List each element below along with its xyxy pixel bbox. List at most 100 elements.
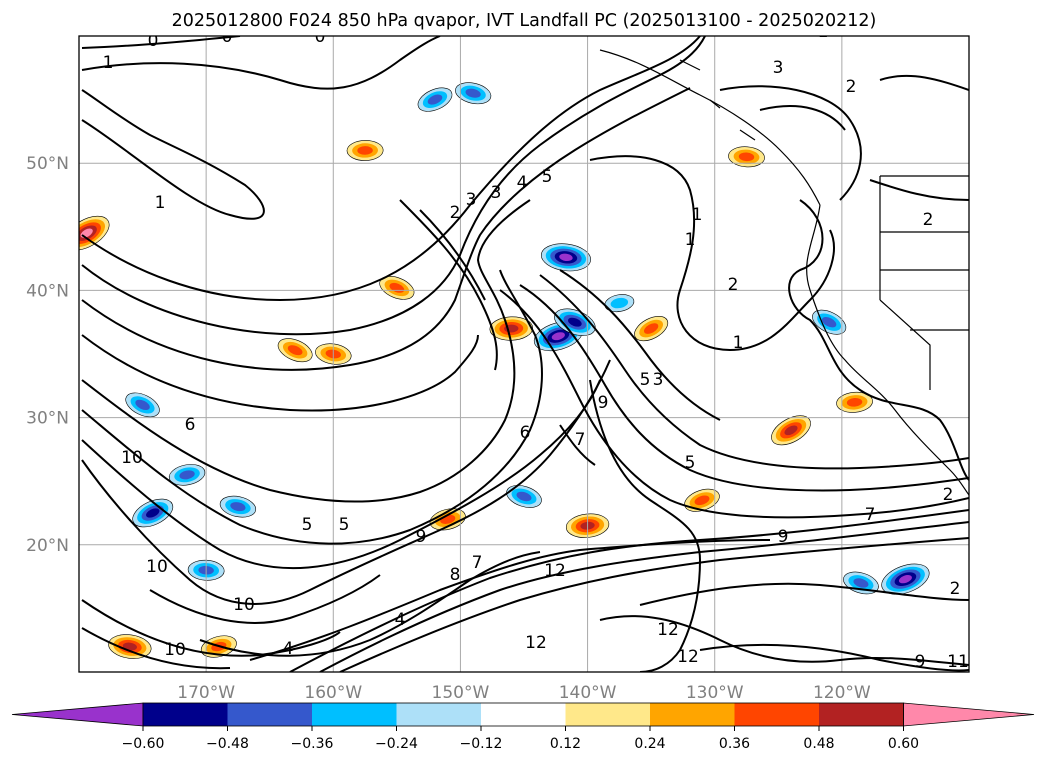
lon-tick-label: 150°W: [432, 683, 490, 703]
contour-line: [699, 643, 969, 672]
contour-label: 5: [542, 167, 553, 187]
shaded-anomaly: [277, 338, 313, 363]
lon-tick-label: 170°W: [177, 683, 235, 703]
contour-line: [81, 599, 341, 657]
contour-label: 6: [520, 423, 531, 443]
shade-band: [846, 397, 863, 407]
shade-band: [287, 345, 303, 356]
shaded-anomaly: [132, 498, 174, 528]
shaded-anomaly: [684, 488, 720, 512]
contour-label: 1: [733, 333, 744, 353]
colorbar-segment: [734, 703, 819, 726]
contour-label: 5: [640, 370, 651, 390]
contour-line: [81, 379, 601, 570]
contour-line: [319, 521, 969, 672]
contour-label: 6: [185, 415, 196, 435]
contour-line: [559, 269, 721, 421]
contour-label: 9: [416, 527, 427, 547]
lon-tick-label: 130°W: [686, 683, 744, 703]
colorbar-segment: [143, 703, 228, 726]
contour-line: [559, 424, 596, 466]
contour-line: [81, 89, 265, 220]
colorbar: −0.60 −0.48 −0.36 −0.24 −0.12 0.12 0.24 0.36 0.4…: [11, 702, 1035, 752]
contour-label: 10: [121, 448, 143, 468]
contour-line: [539, 274, 969, 470]
shaded-anomaly: [219, 495, 257, 518]
contour-line: [499, 289, 969, 519]
contour-label: 1: [685, 230, 696, 250]
contour-label: 5: [339, 515, 350, 535]
contour-label: 9: [915, 652, 926, 672]
contour-line: [81, 199, 531, 503]
contour-line: [589, 379, 702, 672]
colorbar-extend-high: [903, 702, 1035, 727]
colorbar-tick-label: −0.24: [375, 736, 418, 752]
contour-label: 10: [233, 595, 255, 615]
colorbar-segment: [481, 703, 566, 726]
contour-label: 4: [283, 639, 294, 659]
colorbar-segment: [396, 703, 481, 726]
lat-tick-label: 20°N: [26, 536, 69, 556]
shade-band: [230, 502, 246, 512]
shaded-anomaly: [346, 140, 384, 161]
contour-label: 12: [657, 620, 679, 640]
shade-band: [179, 470, 195, 480]
contour-label: 1: [103, 53, 114, 73]
chart-title: 2025012800 F024 850 hPa qvapor, IVT Land…: [172, 11, 877, 31]
shaded-anomaly: [506, 485, 542, 508]
colorbar-tick-label: 0.60: [888, 736, 919, 752]
contour-line: [149, 574, 381, 624]
lon-tick-label: 120°W: [813, 683, 871, 703]
contour-line: [81, 87, 691, 371]
colorbar-frame: [142, 702, 904, 727]
shaded-anomaly: [168, 464, 206, 486]
contour-line: [81, 36, 701, 302]
contour-line: [81, 359, 611, 605]
shade-band: [644, 323, 659, 334]
colorbar-tick-label: −0.48: [206, 736, 249, 752]
colorbar-tick-label: 0.36: [719, 736, 750, 752]
shaded-anomaly: [489, 316, 534, 341]
contour-label: 2: [943, 485, 954, 505]
contour-line: [289, 509, 969, 672]
contour-label: 10: [164, 640, 186, 660]
shaded-anomaly: [634, 315, 669, 342]
shaded-anomaly: [108, 634, 152, 659]
shade-band: [610, 297, 629, 309]
shaded-anomaly: [771, 415, 811, 446]
colorbar-tick-label: 0.12: [550, 736, 581, 752]
colorbar-segment: [819, 703, 904, 726]
shade-band: [694, 495, 710, 506]
contour-label: 7: [472, 553, 483, 573]
contour-label: 2: [728, 275, 739, 295]
shade-band: [357, 146, 373, 155]
shade-band: [738, 152, 755, 162]
shade-band: [135, 399, 150, 411]
coastline: [599, 49, 821, 206]
contour-line: [419, 209, 486, 301]
colorbar-segment: [565, 703, 650, 726]
contour-label: 7: [865, 505, 876, 525]
shaded-anomaly: [540, 243, 591, 272]
contour-label: 9: [778, 527, 789, 547]
contour-label: 7: [575, 430, 586, 450]
coastline: [679, 59, 756, 141]
colorbar-segment: [227, 703, 312, 726]
contour-label: 1: [155, 193, 166, 213]
contour-line: [519, 284, 969, 492]
colorbar-segment: [312, 703, 397, 726]
contour-label: 0: [222, 27, 233, 47]
contour-label: 2: [846, 77, 857, 97]
coastlines: [599, 49, 969, 496]
shaded-anomaly: [455, 82, 492, 105]
shade-band: [853, 578, 869, 588]
contour-label: 11: [947, 652, 969, 672]
shade-band: [465, 88, 481, 98]
contour-line: [249, 539, 771, 661]
colorbar-tick-label: 0.24: [634, 736, 665, 752]
shade-band: [516, 491, 532, 502]
contour-line: [81, 36, 706, 336]
state-border: [879, 175, 969, 390]
longitude-tick-labels: 170°W 160°W 150°W 140°W 130°W 120°W: [177, 683, 871, 703]
contour-line: [339, 537, 969, 672]
